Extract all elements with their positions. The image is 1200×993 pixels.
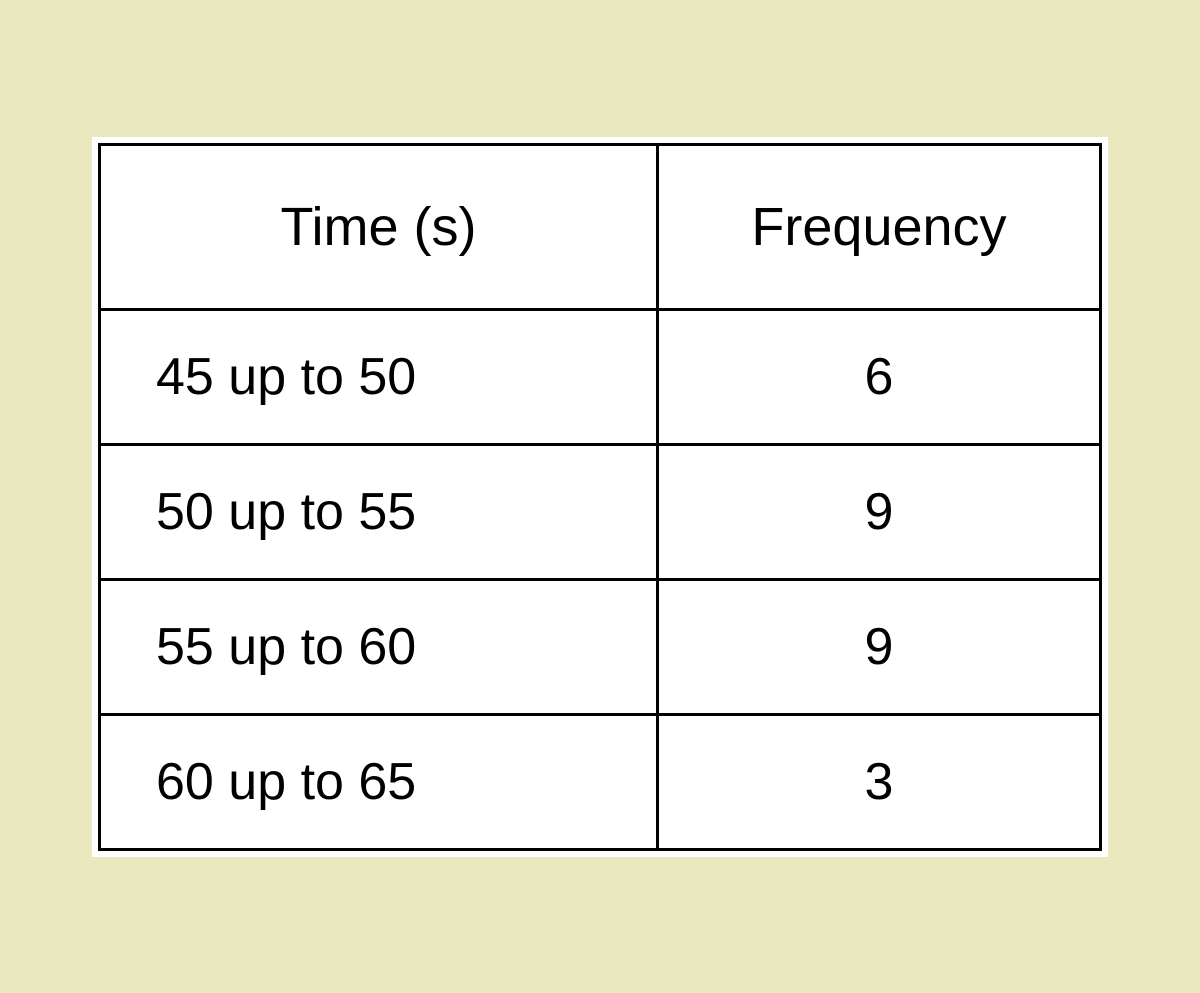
header-time: Time (s) (100, 144, 658, 309)
frequency-table-container: Time (s) Frequency 45 up to 50 6 50 up t… (92, 137, 1108, 857)
cell-time: 45 up to 50 (100, 309, 658, 444)
table-row: 50 up to 55 9 (100, 444, 1101, 579)
cell-time: 50 up to 55 (100, 444, 658, 579)
table-row: 60 up to 65 3 (100, 714, 1101, 849)
cell-time: 55 up to 60 (100, 579, 658, 714)
frequency-table: Time (s) Frequency 45 up to 50 6 50 up t… (98, 143, 1102, 851)
table-header-row: Time (s) Frequency (100, 144, 1101, 309)
table-row: 45 up to 50 6 (100, 309, 1101, 444)
cell-frequency: 3 (658, 714, 1101, 849)
table-row: 55 up to 60 9 (100, 579, 1101, 714)
cell-frequency: 6 (658, 309, 1101, 444)
cell-frequency: 9 (658, 444, 1101, 579)
cell-time: 60 up to 65 (100, 714, 658, 849)
header-frequency: Frequency (658, 144, 1101, 309)
cell-frequency: 9 (658, 579, 1101, 714)
